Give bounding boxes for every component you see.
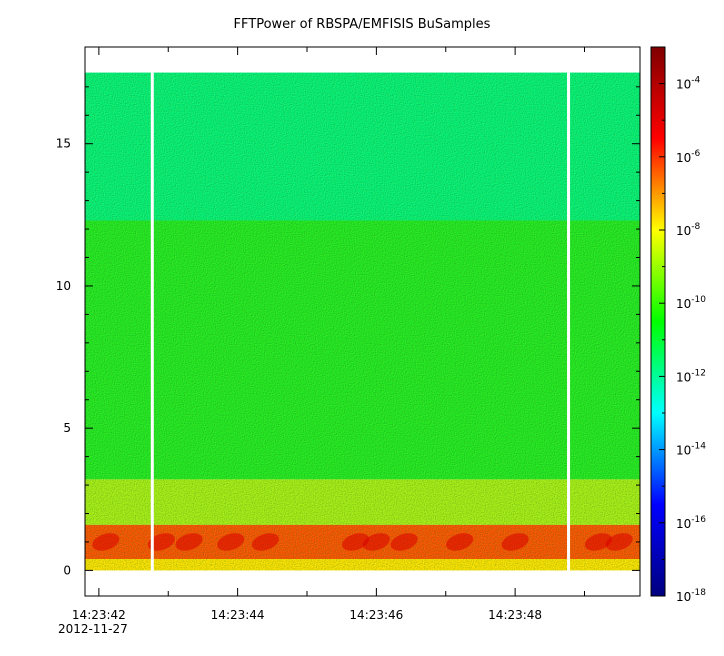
chorus-element bbox=[342, 533, 370, 551]
y-tick-label: 10 bbox=[56, 279, 71, 293]
x-tick-label: 14:23:44 bbox=[211, 608, 265, 622]
plot-frame bbox=[84, 46, 641, 597]
y-tick-label: 5 bbox=[63, 421, 71, 435]
y-tick-label: 15 bbox=[56, 137, 71, 151]
chorus-element bbox=[217, 533, 245, 551]
colorbar bbox=[651, 47, 665, 596]
chorus-element bbox=[605, 533, 633, 551]
colorbar-frame bbox=[650, 46, 666, 597]
colorbar-axis: 10-4 10-6 10-8 10-10 10-12 10-14 10-16 10-18 bbox=[659, 46, 706, 604]
colorbar-tick-label: 10-4 bbox=[676, 76, 701, 92]
chorus-element bbox=[92, 533, 120, 551]
colorbar-tick-label: 10-6 bbox=[676, 149, 701, 165]
x-tick-label: 14:23:48 bbox=[488, 608, 542, 622]
chorus-element bbox=[147, 533, 175, 551]
x-tick-date-label: 2012-11-27 bbox=[58, 622, 128, 636]
chorus-element bbox=[175, 533, 203, 551]
colorbar-tick-label: 10-12 bbox=[676, 368, 706, 384]
y-tick-label: 0 bbox=[63, 563, 71, 577]
chorus-element bbox=[251, 533, 279, 551]
noise-texture-light bbox=[86, 73, 641, 572]
colorbar-tick-label: 10-16 bbox=[676, 515, 706, 531]
x-tick-label: 14:23:42 bbox=[72, 608, 126, 622]
chart-title: FFTPower of RBSPA/EMFISIS BuSamples bbox=[233, 17, 491, 32]
chorus-element bbox=[501, 533, 529, 551]
colorbar-tick-label: 10-10 bbox=[676, 295, 706, 311]
data-gap bbox=[150, 72, 154, 571]
chorus-element bbox=[584, 533, 612, 551]
colorbar-tick-label: 10-14 bbox=[676, 442, 706, 458]
chorus-element bbox=[446, 533, 474, 551]
chorus-element bbox=[390, 533, 418, 551]
colorbar-tick-label: 10-18 bbox=[676, 588, 706, 604]
data-gap bbox=[567, 72, 571, 571]
x-tick-label: 14:23:46 bbox=[349, 608, 403, 622]
chorus-element bbox=[362, 533, 390, 551]
colorbar-tick-label: 10-8 bbox=[676, 222, 701, 238]
spectrogram-image bbox=[85, 72, 641, 572]
